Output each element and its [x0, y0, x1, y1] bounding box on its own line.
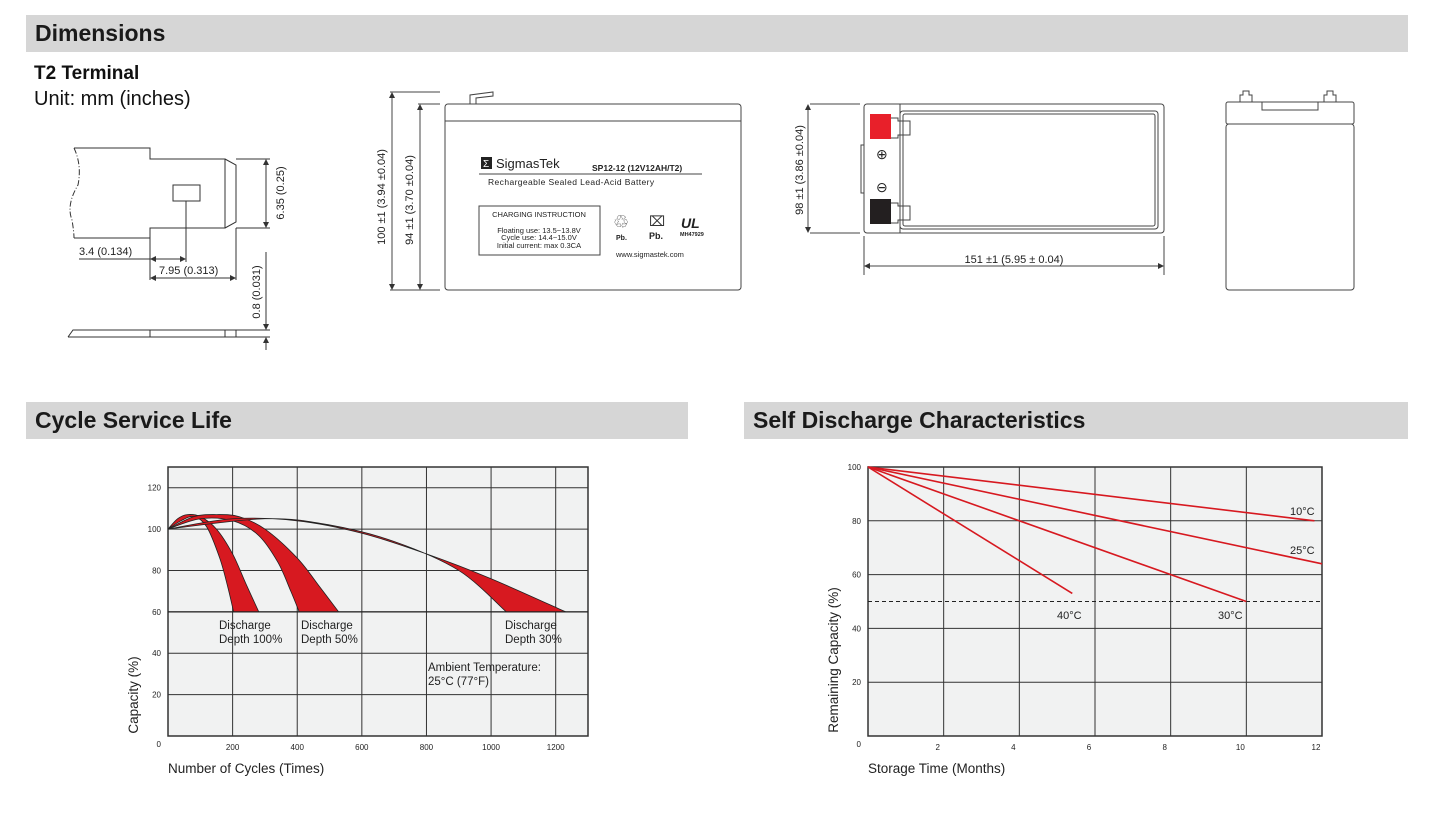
discharge-band	[167, 514, 340, 613]
x-tick-label: 8	[1162, 743, 1167, 752]
website: www.sigmastek.com	[615, 250, 684, 259]
negative-terminal	[870, 199, 891, 224]
self-discharge-chart: 2 4 6 8 10 12 0 20 40 60 80 100 Storage Time (Months…	[826, 463, 1323, 776]
y-tick-label: 20	[152, 691, 161, 700]
x-axis-label: Number of Cycles (Times)	[168, 761, 324, 776]
dim-terminal-hole: 3.4 (0.134)	[79, 246, 132, 258]
chart-annotation: 25°C (77°F)	[428, 676, 489, 688]
y-tick-label: 120	[148, 484, 162, 493]
y-tick-label: 100	[848, 463, 862, 472]
battery-top-view	[805, 103, 1165, 275]
y-tick-label: 80	[852, 517, 861, 526]
dim-total-height: 100 ±1 (3.94 ±0.04)	[376, 149, 388, 245]
positive-icon: ⊕	[876, 146, 888, 162]
unit-label: Unit: mm (inches)	[34, 88, 191, 110]
dim-width: 98 ±1 (3.86 ±0.04)	[794, 125, 806, 215]
terminal-title: T2 Terminal	[34, 63, 140, 84]
section-header-self-discharge: Self Discharge Characteristics	[744, 402, 1408, 439]
battery-side-view	[1225, 90, 1355, 291]
battery-front-view	[389, 91, 742, 291]
y-axis-label: Remaining Capacity (%)	[826, 587, 841, 733]
series-line	[867, 466, 1247, 603]
x-tick-label: 12	[1312, 743, 1321, 752]
crossed-bin-icon: ⌧	[649, 213, 665, 229]
dim-terminal-height: 6.35 (0.25)	[275, 166, 287, 219]
x-tick-label: 600	[355, 743, 369, 752]
chart-annotation: Ambient Temperature:	[428, 662, 541, 674]
y-tick-label: 100	[148, 525, 162, 534]
x-tick-label: 2	[935, 743, 940, 752]
y-tick-label: 80	[152, 566, 161, 575]
dim-case-height: 94 ±1 (3.70 ±0.04)	[404, 155, 416, 245]
series-label: 40°C	[1057, 610, 1082, 622]
y-tick-label: 0	[157, 740, 162, 749]
x-tick-label: 6	[1087, 743, 1092, 752]
charging-line: Floating use: 13.5~13.8V	[497, 226, 581, 235]
chart-annotation: Depth 30%	[505, 634, 562, 646]
dim-terminal-length: 7.95 (0.313)	[159, 265, 218, 277]
terminal-drawing	[67, 147, 270, 350]
battery-description: Rechargeable Sealed Lead-Acid Battery	[488, 177, 655, 187]
series-line	[867, 466, 1073, 595]
chart-annotation: Depth 100%	[219, 634, 282, 646]
y-tick-label: 40	[152, 649, 161, 658]
x-tick-label: 1200	[547, 743, 565, 752]
x-tick-label: 400	[291, 743, 305, 752]
positive-terminal	[870, 114, 891, 139]
x-tick-label: 4	[1011, 743, 1016, 752]
ul-mark-icon: UL	[681, 215, 700, 231]
y-axis-label: Capacity (%)	[126, 656, 141, 733]
section-header-dimensions: Dimensions	[26, 15, 1408, 52]
brand-logo-sigma: Σ	[483, 159, 489, 170]
chart-annotation: Discharge	[301, 620, 353, 632]
recycle-icon: ♲	[613, 212, 629, 232]
y-tick-label: 20	[852, 678, 861, 687]
series-line	[867, 466, 1323, 565]
section-header-cycle-life: Cycle Service Life	[26, 402, 688, 439]
charging-line: Initial current: max 0.3CA	[497, 241, 581, 250]
x-axis-label: Storage Time (Months)	[868, 761, 1005, 776]
y-tick-label: 60	[852, 571, 861, 580]
x-tick-label: 10	[1236, 743, 1245, 752]
x-tick-label: 1000	[482, 743, 500, 752]
chart-annotation: Discharge	[219, 620, 271, 632]
x-tick-label: 200	[226, 743, 240, 752]
series-label: 30°C	[1218, 610, 1243, 622]
chart-annotation: Depth 50%	[301, 634, 358, 646]
dim-length: 151 ±1 (5.95 ± 0.04)	[965, 254, 1064, 266]
discharge-band	[167, 517, 566, 613]
x-tick-label: 800	[420, 743, 434, 752]
model-name: SP12-12 (12V12AH/T2)	[592, 163, 682, 173]
series-label: 25°C	[1290, 545, 1315, 557]
cycle-life-chart: 200 400 600 800 1000 1200 0 20 40 60 80 100 120 Numbe…	[126, 466, 589, 776]
y-tick-label: 60	[152, 608, 161, 617]
recycle-label: Pb.	[616, 235, 627, 242]
y-tick-label: 0	[857, 740, 862, 749]
series-label: 10°C	[1290, 506, 1315, 518]
y-tick-label: 40	[852, 624, 861, 633]
negative-icon: ⊖	[876, 179, 888, 195]
brand-logo-icon	[481, 157, 492, 169]
brand-name: SigmasTek	[496, 156, 560, 171]
series-line	[867, 466, 1315, 522]
ul-mark-code: MH47929	[680, 232, 704, 238]
chart-annotation: Discharge	[505, 620, 557, 632]
charging-line: Cycle use: 14.4~15.0V	[501, 233, 577, 242]
bin-label: Pb.	[649, 231, 663, 241]
charging-title: CHARGING INSTRUCTION	[492, 210, 586, 219]
dim-terminal-thickness: 0.8 (0.031)	[251, 265, 263, 318]
